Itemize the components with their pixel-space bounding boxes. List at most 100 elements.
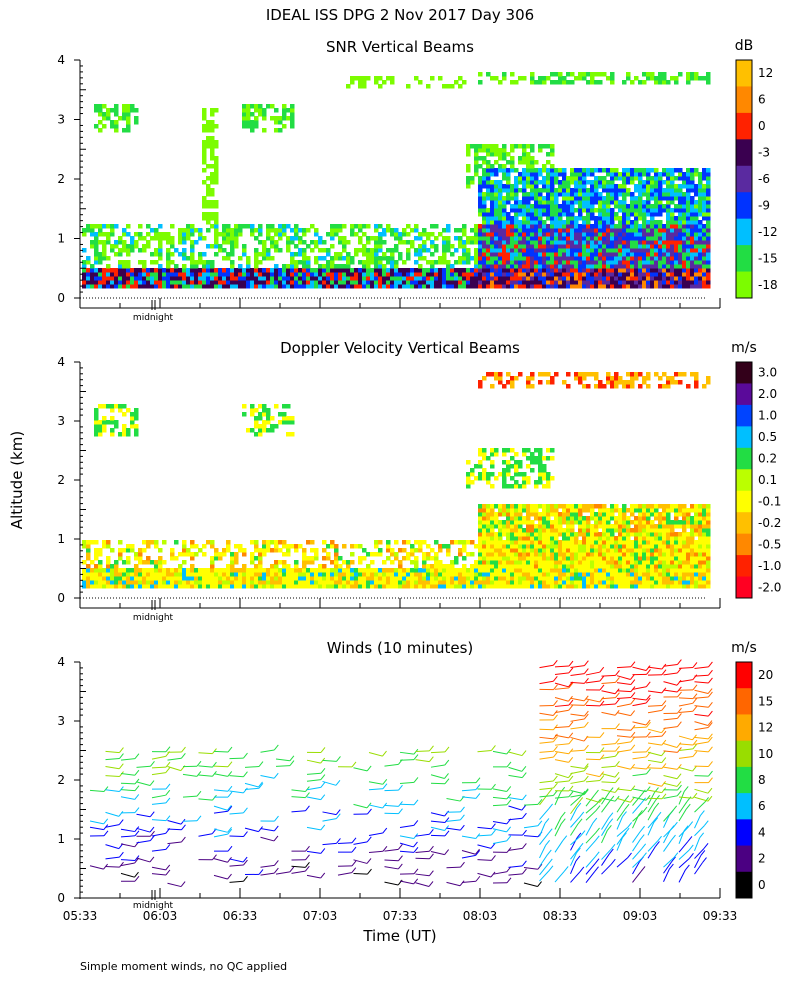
- data-cell: [498, 196, 503, 201]
- data-cell: [582, 244, 587, 249]
- data-cell: [582, 280, 587, 285]
- data-cell: [678, 272, 683, 277]
- data-cell: [586, 560, 591, 565]
- data-cell: [494, 284, 499, 289]
- data-cell: [566, 212, 571, 217]
- data-cell: [110, 268, 115, 273]
- data-cell: [266, 572, 271, 577]
- data-cell: [538, 544, 543, 549]
- data-cell: [262, 108, 267, 113]
- data-cell: [602, 272, 607, 277]
- data-cell: [554, 192, 559, 197]
- data-cell: [542, 548, 547, 553]
- data-cell: [686, 260, 691, 265]
- data-cell: [610, 280, 615, 285]
- data-cell: [526, 180, 531, 185]
- data-cell: [286, 572, 291, 577]
- data-cell: [534, 252, 539, 257]
- data-cell: [506, 268, 511, 273]
- data-cell: [146, 576, 151, 581]
- data-cell: [122, 268, 127, 273]
- data-cell: [122, 548, 127, 553]
- data-cell: [554, 544, 559, 549]
- data-cell: [470, 472, 475, 477]
- data-cell: [294, 260, 299, 265]
- data-cell: [98, 424, 103, 429]
- data-cell: [202, 196, 207, 201]
- data-cell: [242, 576, 247, 581]
- data-cell: [634, 200, 639, 205]
- data-cell: [462, 256, 467, 261]
- data-cell: [314, 584, 319, 589]
- data-cell: [598, 256, 603, 261]
- data-cell: [538, 264, 543, 269]
- data-cell: [414, 224, 419, 229]
- data-cell: [518, 280, 523, 285]
- data-cell: [146, 232, 151, 237]
- data-cell: [190, 272, 195, 277]
- data-cell: [526, 244, 531, 249]
- data-cell: [546, 284, 551, 289]
- data-cell: [362, 276, 367, 281]
- data-cell: [310, 248, 315, 253]
- data-cell: [342, 544, 347, 549]
- data-cell: [614, 200, 619, 205]
- data-cell: [582, 372, 587, 377]
- data-cell: [518, 232, 523, 237]
- data-cell: [478, 236, 483, 241]
- data-cell: [482, 196, 487, 201]
- data-cell: [602, 180, 607, 185]
- data-cell: [658, 220, 663, 225]
- data-cell: [358, 560, 363, 565]
- data-cell: [258, 280, 263, 285]
- data-cell: [318, 568, 323, 573]
- data-cell: [158, 568, 163, 573]
- data-cell: [650, 76, 655, 81]
- data-cell: [670, 200, 675, 205]
- data-cell: [566, 184, 571, 189]
- data-cell: [530, 276, 535, 281]
- data-cell: [686, 204, 691, 209]
- data-cell: [486, 456, 491, 461]
- data-cell: [290, 104, 295, 109]
- data-cell: [686, 188, 691, 193]
- data-cell: [466, 256, 471, 261]
- data-cell: [94, 124, 99, 129]
- data-cell: [542, 256, 547, 261]
- data-cell: [186, 584, 191, 589]
- data-cell: [266, 268, 271, 273]
- data-cell: [646, 260, 651, 265]
- data-cell: [670, 176, 675, 181]
- data-cell: [642, 248, 647, 253]
- data-cell: [570, 520, 575, 525]
- data-cell: [642, 192, 647, 197]
- data-cell: [566, 512, 571, 517]
- data-cell: [530, 580, 535, 585]
- data-cell: [634, 204, 639, 209]
- data-cell: [534, 516, 539, 521]
- data-cell: [650, 276, 655, 281]
- data-cell: [354, 576, 359, 581]
- data-cell: [442, 584, 447, 589]
- data-cell: [298, 544, 303, 549]
- data-cell: [234, 284, 239, 289]
- data-cell: [526, 572, 531, 577]
- data-cell: [486, 476, 491, 481]
- data-cell: [114, 272, 119, 277]
- data-cell: [550, 284, 555, 289]
- data-cell: [530, 584, 535, 589]
- data-cell: [230, 232, 235, 237]
- data-cell: [270, 428, 275, 433]
- data-cell: [610, 376, 615, 381]
- data-cell: [574, 76, 579, 81]
- data-cell: [406, 280, 411, 285]
- data-cell: [510, 256, 515, 261]
- data-cell: [482, 476, 487, 481]
- data-cell: [546, 244, 551, 249]
- data-cell: [562, 236, 567, 241]
- data-cell: [590, 236, 595, 241]
- data-cell: [342, 236, 347, 241]
- data-cell: [258, 224, 263, 229]
- data-cell: [594, 80, 599, 85]
- data-cell: [370, 568, 375, 573]
